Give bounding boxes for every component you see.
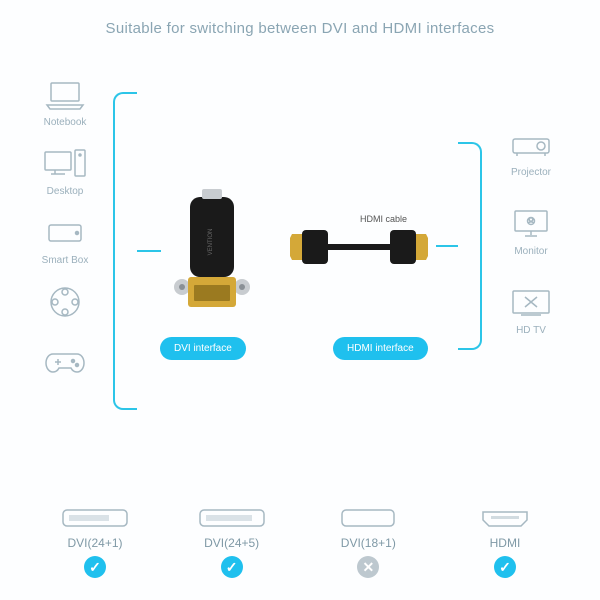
hdtv-label: HD TV [516,325,546,336]
svg-text:VENTION: VENTION [208,229,214,256]
check-icon: ✓ [221,556,243,578]
dvi-adapter-image: VENTION [160,187,260,317]
compatibility-row: DVI(24+1) ✓ DVI(24+5) ✓ DVI(18+1) ✕ HDMI… [40,506,560,578]
page-title: Suitable for switching between DVI and H… [0,0,600,37]
device-smartbox: Smart Box [20,215,110,266]
check-icon: ✓ [84,556,106,578]
compat-dvi24-1: DVI(24+1) ✓ [40,506,150,578]
notebook-icon [41,77,89,113]
compat-label: DVI(18+1) [341,536,396,550]
diagram-area: Notebook Desktop Smart Box [0,47,600,447]
device-desktop: Desktop [20,146,110,197]
smartbox-label: Smart Box [42,255,89,266]
dvi-interface-pill: DVI interface [160,337,246,360]
compat-hdmi: HDMI ✓ [450,506,560,578]
left-bracket [113,92,137,410]
compat-label: DVI(24+5) [204,536,259,550]
compat-label: DVI(24+1) [67,536,122,550]
gamepad-circle-icon [41,284,89,320]
hdmi-interface-pill: HDMI interface [333,337,428,360]
desktop-label: Desktop [47,186,84,197]
smartbox-icon [41,215,89,251]
center-products: VENTION HDMI cable [160,167,435,347]
dvi-port-icon [332,506,404,530]
right-device-column: Projector Monitor HD TV [486,127,576,336]
right-bracket [458,142,482,350]
monitor-icon [507,206,555,242]
projector-label: Projector [511,167,551,178]
device-controller [20,342,110,382]
projector-icon [507,127,555,163]
hdmi-cable-label: HDMI cable [360,214,407,224]
notebook-label: Notebook [44,117,87,128]
compat-dvi18-1: DVI(18+1) ✕ [313,506,423,578]
controller-icon [41,342,89,378]
connector-right [436,245,458,247]
desktop-icon [41,146,89,182]
device-gamepad-circle [20,284,110,324]
left-device-column: Notebook Desktop Smart Box [20,77,110,382]
connector-left [137,250,161,252]
compat-dvi24-5: DVI(24+5) ✓ [177,506,287,578]
dvi-port-icon [196,506,268,530]
compat-label: HDMI [490,536,521,550]
check-icon: ✓ [494,556,516,578]
hdmi-port-icon [469,506,541,530]
hdmi-cable-image: HDMI cable [290,202,435,292]
hdtv-icon [507,285,555,321]
device-hdtv: HD TV [486,285,576,336]
device-projector: Projector [486,127,576,178]
device-monitor: Monitor [486,206,576,257]
dvi-port-icon [59,506,131,530]
device-notebook: Notebook [20,77,110,128]
cross-icon: ✕ [357,556,379,578]
monitor-label: Monitor [514,246,547,257]
